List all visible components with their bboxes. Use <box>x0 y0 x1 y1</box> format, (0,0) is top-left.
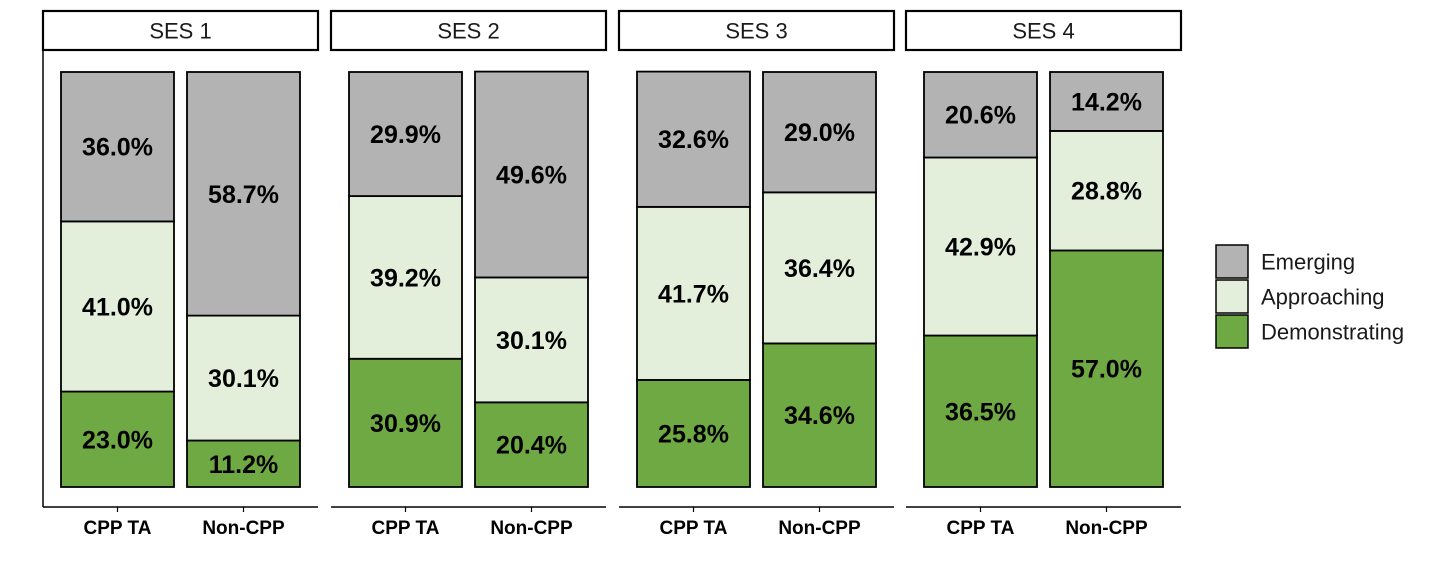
facet-strip <box>617 9 896 52</box>
x-tick-label: CPP TA <box>372 518 440 539</box>
data-label: 28.8% <box>1071 178 1142 206</box>
legend-label: Emerging <box>1261 250 1355 275</box>
bar-segment-approaching <box>60 220 175 393</box>
data-label: 23.0% <box>82 426 153 454</box>
bar-segment-emerging <box>923 71 1038 159</box>
data-label: 39.2% <box>370 264 441 292</box>
data-label: 11.2% <box>209 451 279 479</box>
x-tick-label: Non-CPP <box>1065 518 1148 539</box>
x-tick-label: Non-CPP <box>202 518 285 539</box>
facet-panels: SES 1 23.0% 41.0% 36.0% CPP TA 11.2% 30.1% 58.7… <box>41 9 1183 539</box>
x-tick-label: Non-CPP <box>490 518 573 539</box>
data-label: 49.6% <box>496 162 567 190</box>
bar-segment-emerging <box>186 71 301 317</box>
facet-panel: SES 4 36.5% 42.9% 20.6% CPP TA 57.0% 28.8% 14.2… <box>904 9 1183 539</box>
legend-label: Approaching <box>1261 285 1385 310</box>
data-label: 57.0% <box>1071 356 1142 384</box>
bar-segment-emerging <box>636 70 751 208</box>
data-label: 58.7% <box>208 181 279 209</box>
bar-segment-emerging <box>1049 71 1164 132</box>
data-label: 32.6% <box>658 126 729 154</box>
data-label: 30.1% <box>208 365 279 393</box>
bar-segment-demonstrating <box>762 342 877 488</box>
facet-strip-label: SES 3 <box>725 19 787 44</box>
data-label: 25.8% <box>658 420 729 448</box>
data-label: 30.1% <box>496 327 567 355</box>
data-label: 14.2% <box>1071 88 1142 116</box>
x-tick-label: CPP TA <box>660 518 728 539</box>
facet-panel: SES 2 30.9% 39.2% 29.9% CPP TA 20.4% 30.1% 49.6… <box>329 9 608 539</box>
x-tick-label: CPP TA <box>947 518 1015 539</box>
data-label: 42.9% <box>945 234 1016 262</box>
x-tick-label: CPP TA <box>84 518 152 539</box>
bar-segment-approaching <box>636 205 751 381</box>
bar-segment-demonstrating <box>1049 249 1164 488</box>
bar-segment-demonstrating <box>348 357 463 488</box>
facet-strip <box>329 9 608 52</box>
data-label: 30.9% <box>370 410 441 438</box>
legend: Emerging Approaching Demonstrating <box>1215 244 1404 349</box>
facet-strip-label: SES 1 <box>149 19 211 44</box>
legend-key-demonstrating <box>1215 314 1249 349</box>
legend-key-approaching <box>1215 279 1249 314</box>
data-label: 29.0% <box>784 119 855 147</box>
x-tick-label: Non-CPP <box>778 518 861 539</box>
data-label: 34.6% <box>784 402 855 430</box>
legend-label: Demonstrating <box>1261 320 1404 345</box>
data-label: 36.4% <box>784 255 855 283</box>
facet-strip <box>904 9 1183 52</box>
bar-segment-emerging <box>60 71 175 223</box>
bar-segment-approaching <box>186 314 301 442</box>
data-label: 41.7% <box>658 280 729 308</box>
bar-segment-emerging <box>762 71 877 194</box>
facet-strip-label: SES 2 <box>437 19 499 44</box>
bar-segment-approaching <box>923 156 1038 337</box>
bar-segment-approaching <box>762 191 877 345</box>
legend-key-emerging <box>1215 244 1249 279</box>
data-label: 36.5% <box>945 398 1016 426</box>
data-label: 36.0% <box>82 134 153 162</box>
bar-segment-emerging <box>348 71 463 197</box>
facet-panel: SES 3 25.8% 41.7% 32.6% CPP TA 34.6% 36.4% 29.0… <box>617 9 896 539</box>
bar-segment-emerging <box>474 70 589 279</box>
bar-segment-approaching <box>348 195 463 360</box>
facet-strip-label: SES 4 <box>1012 19 1074 44</box>
bar-segment-approaching <box>474 276 589 404</box>
bar-segment-demonstrating <box>923 334 1038 488</box>
data-label: 20.6% <box>945 102 1016 130</box>
data-label: 41.0% <box>82 293 153 321</box>
facet-strip <box>41 9 320 52</box>
bar-segment-approaching <box>1049 130 1164 252</box>
facet-panel: SES 1 23.0% 41.0% 36.0% CPP TA 11.2% 30.1% 58.7… <box>41 9 320 539</box>
data-label: 20.4% <box>496 432 567 460</box>
data-label: 29.9% <box>370 121 441 149</box>
